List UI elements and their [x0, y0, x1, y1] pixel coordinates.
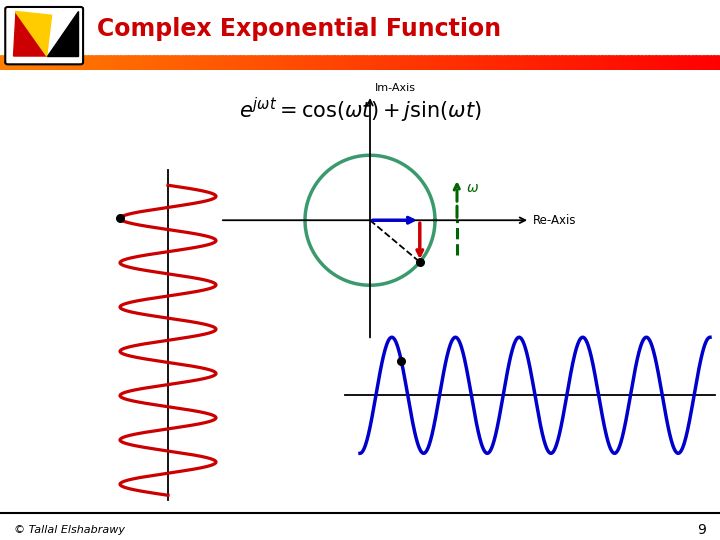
Text: Im-Axis: Im-Axis: [375, 83, 416, 93]
Text: $e^{j\omega t} = \cos(\omega t)+ j\sin(\omega t)$: $e^{j\omega t} = \cos(\omega t)+ j\sin(\…: [238, 96, 482, 125]
Text: 9: 9: [697, 523, 706, 537]
Text: Re-Axis: Re-Axis: [533, 214, 577, 227]
FancyBboxPatch shape: [5, 7, 83, 64]
Polygon shape: [47, 11, 78, 56]
Text: $\omega$: $\omega$: [466, 181, 479, 195]
Polygon shape: [15, 11, 52, 56]
Text: Complex Exponential Function: Complex Exponential Function: [97, 17, 501, 42]
Text: © Tallal Elshabrawy: © Tallal Elshabrawy: [14, 524, 125, 535]
Polygon shape: [14, 11, 47, 56]
